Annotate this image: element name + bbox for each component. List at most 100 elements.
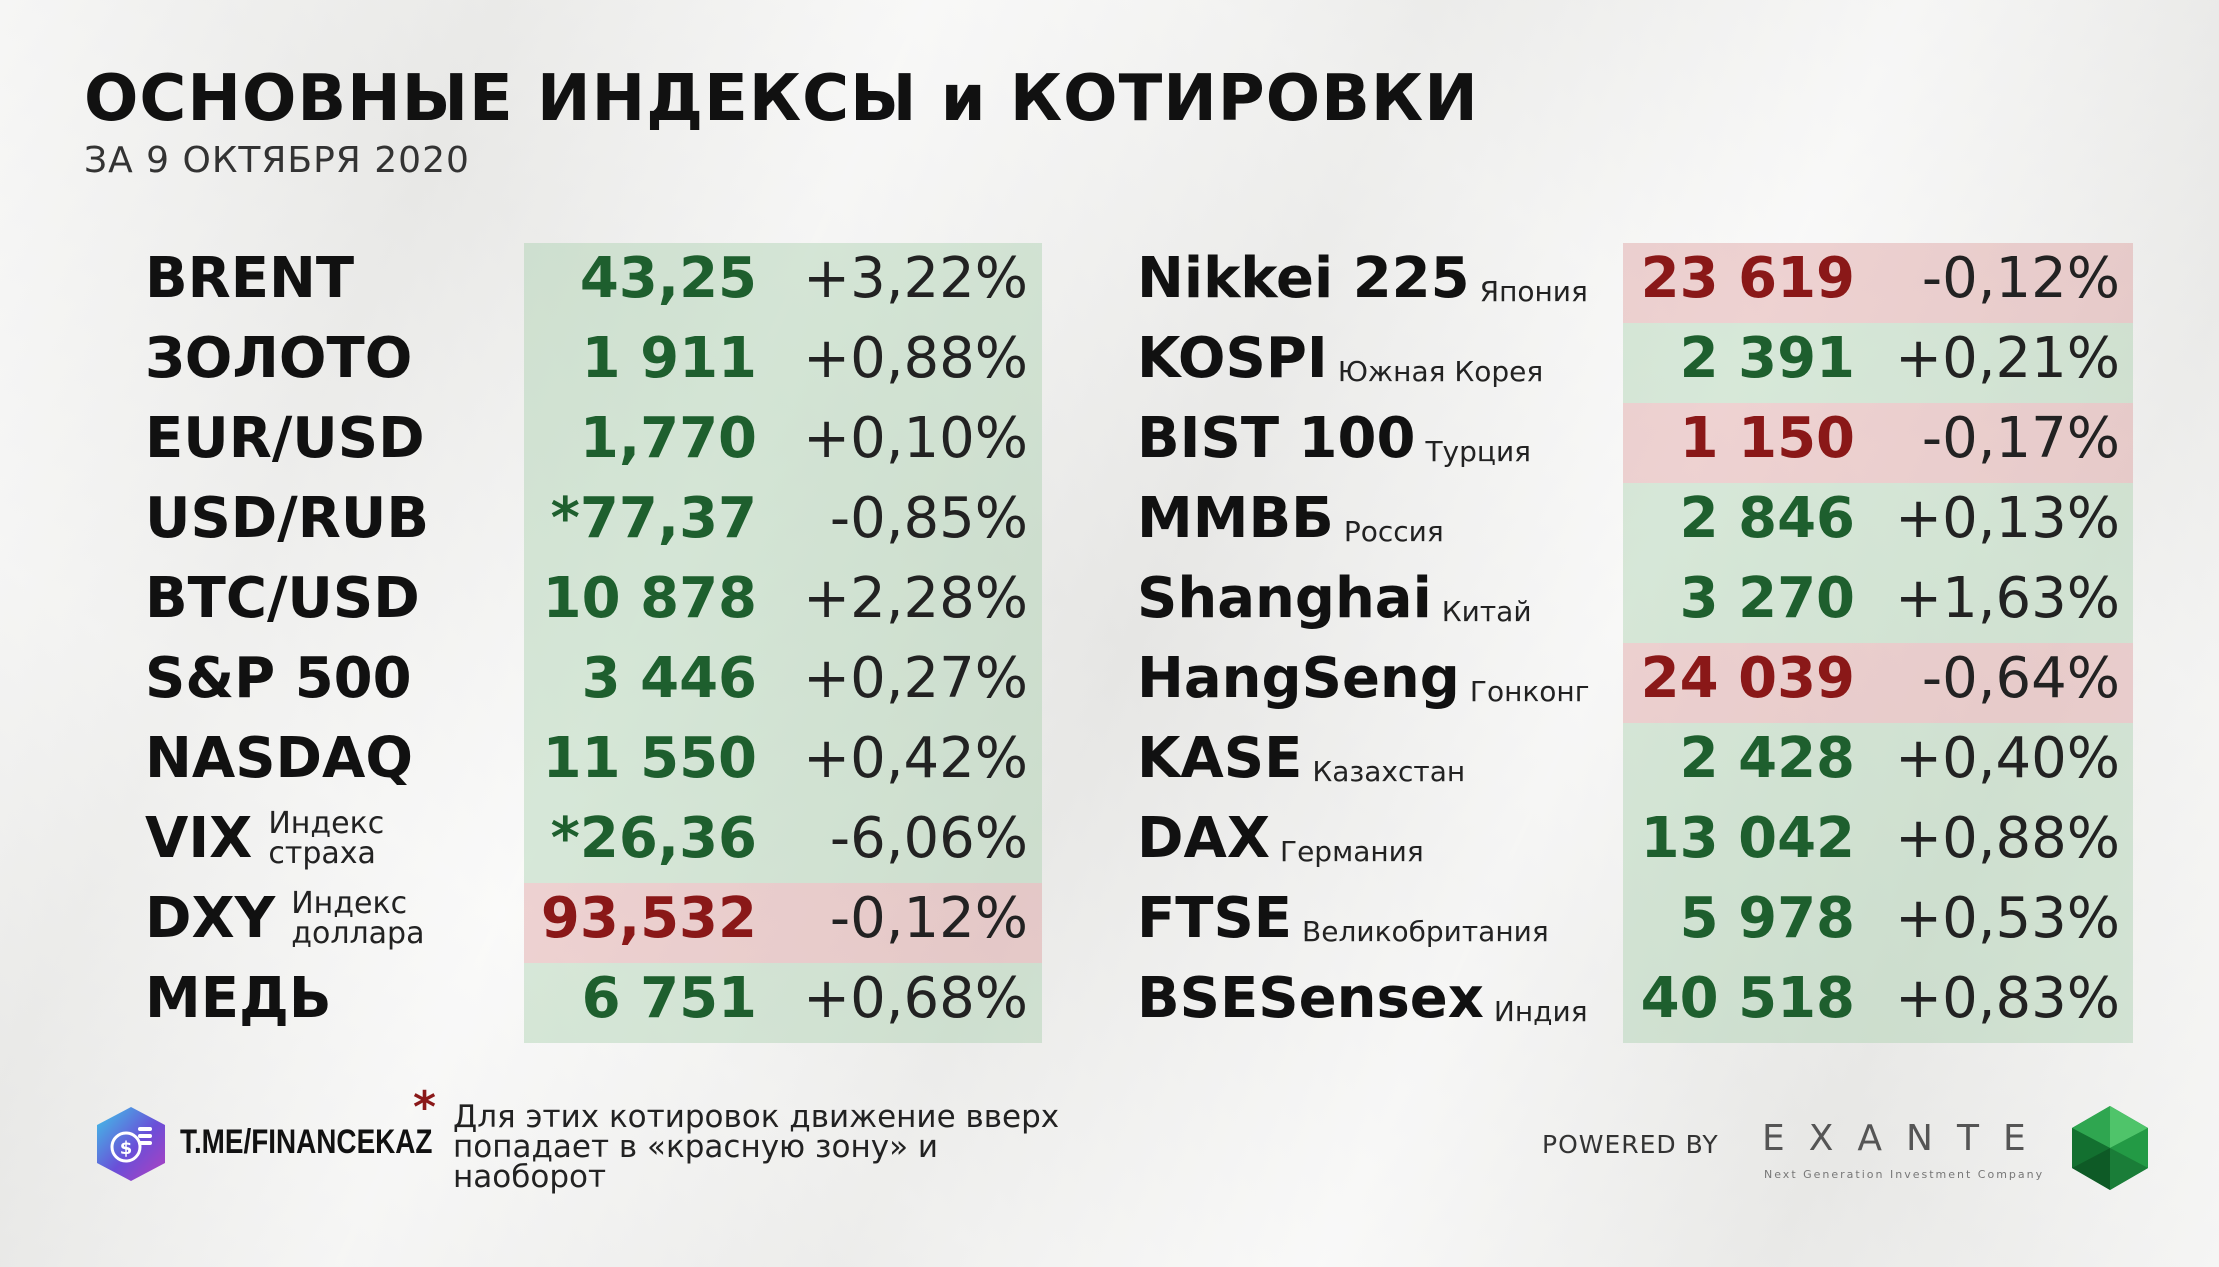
trend-band: [1623, 323, 2133, 403]
quote-row: BTC/USD 10 878 +2,28%: [0, 563, 1100, 643]
trend-band: [1623, 243, 2133, 323]
index-value: 5 978: [1679, 886, 1855, 951]
trend-band: [1623, 963, 2133, 1043]
index-name: Nikkei 225 Япония: [1137, 247, 1588, 324]
quote-change: +0,88%: [803, 326, 1028, 391]
index-country: Великобритания: [1302, 915, 1549, 948]
quote-value: 1 911: [581, 326, 757, 391]
trend-band: [524, 803, 1042, 883]
instrument-note-line: Индекс: [268, 806, 385, 841]
index-name: KASE Казахстан: [1137, 727, 1465, 804]
trend-band: [524, 563, 1042, 643]
quote-value: 93,532: [540, 886, 757, 951]
quote-change: -0,85%: [829, 486, 1028, 551]
index-name: KOSPI Южная Корея: [1137, 327, 1543, 404]
index-value: 23 619: [1640, 246, 1855, 311]
quote-change: -0,12%: [829, 886, 1028, 951]
index-label: Shanghai: [1137, 566, 1432, 631]
instrument-name: USD/RUB: [145, 487, 429, 551]
quote-value: 1,770: [579, 406, 757, 471]
index-value: 40 518: [1640, 966, 1855, 1031]
quote-row: DAX Германия 13 042 +0,88%: [1100, 803, 2219, 883]
instrument-note: Индекс доллара: [291, 889, 424, 949]
index-name: Shanghai Китай: [1137, 567, 1532, 644]
trend-band: [1623, 723, 2133, 803]
right-quotes-table: Nikkei 225 Япония 23 619 -0,12% KOSPI Южная К…: [1100, 243, 2219, 1043]
quote-row: ММВБ Россия 2 846 +0,13%: [1100, 483, 2219, 563]
index-change: -0,12%: [1921, 246, 2120, 311]
instrument-label: USD/RUB: [145, 486, 430, 551]
quote-value: *26,36: [550, 806, 757, 871]
svg-text:$: $: [120, 1138, 133, 1159]
index-country: Гонконг: [1469, 675, 1590, 708]
quote-change: +2,28%: [803, 566, 1028, 631]
index-change: +0,88%: [1895, 806, 2120, 871]
quote-change: -6,06%: [829, 806, 1028, 871]
trend-band: [524, 963, 1042, 1043]
quote-row: USD/RUB *77,37 -0,85%: [0, 483, 1100, 563]
quote-change: +0,68%: [803, 966, 1028, 1031]
telegram-channel-link[interactable]: T.ME/FINANCEKAZ: [180, 1123, 433, 1161]
trend-band: [1623, 403, 2133, 483]
instrument-name: S&P 500: [145, 647, 412, 711]
trend-band: [524, 643, 1042, 723]
quote-value: 6 751: [581, 966, 757, 1031]
index-value: 2 391: [1679, 326, 1855, 391]
quote-row: МЕДЬ 6 751 +0,68%: [0, 963, 1100, 1043]
index-value: 2 428: [1679, 726, 1855, 791]
quote-row: NASDAQ 11 550 +0,42%: [0, 723, 1100, 803]
quote-row: KASE Казахстан 2 428 +0,40%: [1100, 723, 2219, 803]
quote-row: BRENT 43,25 +3,22%: [0, 243, 1100, 323]
instrument-note-line: страха: [268, 836, 376, 871]
quote-row: VIX Индекс страха *26,36 -6,06%: [0, 803, 1100, 883]
index-value: 1 150: [1679, 406, 1855, 471]
instrument-name: NASDAQ: [145, 727, 413, 791]
quote-row: FTSE Великобритания 5 978 +0,53%: [1100, 883, 2219, 963]
quote-value: 10 878: [542, 566, 757, 631]
instrument-label: ЗОЛОТО: [145, 326, 413, 391]
index-name: DAX Германия: [1137, 807, 1424, 884]
index-country: Казахстан: [1312, 755, 1466, 788]
trend-band: [524, 483, 1042, 563]
instrument-label: МЕДЬ: [145, 966, 332, 1031]
quote-row: KOSPI Южная Корея 2 391 +0,21%: [1100, 323, 2219, 403]
instrument-label: EUR/USD: [145, 406, 425, 471]
instrument-label: S&P 500: [145, 646, 412, 711]
index-name: BIST 100 Турция: [1137, 407, 1531, 484]
index-change: -0,64%: [1921, 646, 2120, 711]
page-title: ОСНОВНЫЕ ИНДЕКСЫ и КОТИРОВКИ: [84, 62, 1479, 136]
index-name: BSESensex Индия: [1137, 967, 1588, 1044]
quote-row: BSESensex Индия 40 518 +0,83%: [1100, 963, 2219, 1043]
index-change: +0,40%: [1895, 726, 2120, 791]
left-quotes-table: BRENT 43,25 +3,22% ЗОЛОТО 1 911 +0,88% EUR/USD…: [0, 243, 1100, 1043]
index-country: Турция: [1425, 435, 1531, 468]
quote-row: EUR/USD 1,770 +0,10%: [0, 403, 1100, 483]
index-value: 3 270: [1679, 566, 1855, 631]
quote-value: 43,25: [579, 246, 757, 311]
quote-row: Nikkei 225 Япония 23 619 -0,12%: [1100, 243, 2219, 323]
index-name: HangSeng Гонконг: [1137, 647, 1589, 724]
instrument-name: BTC/USD: [145, 567, 420, 631]
quote-row: S&P 500 3 446 +0,27%: [0, 643, 1100, 723]
instrument-label: VIX: [145, 806, 253, 871]
index-name: FTSE Великобритания: [1137, 887, 1549, 964]
index-label: KOSPI: [1137, 326, 1328, 391]
exante-gem-icon: [2072, 1106, 2148, 1190]
quote-row: Shanghai Китай 3 270 +1,63%: [1100, 563, 2219, 643]
quote-row: DXY Индекс доллара 93,532 -0,12%: [0, 883, 1100, 963]
instrument-label: DXY: [145, 886, 276, 951]
quote-row: ЗОЛОТО 1 911 +0,88%: [0, 323, 1100, 403]
quote-value: 3 446: [581, 646, 757, 711]
page-subtitle: ЗА 9 ОКТЯБРЯ 2020: [84, 140, 470, 181]
quote-change: +0,10%: [803, 406, 1028, 471]
index-label: BSESensex: [1137, 966, 1484, 1031]
index-change: +0,13%: [1895, 486, 2120, 551]
index-label: ММВБ: [1137, 486, 1334, 551]
index-label: FTSE: [1137, 886, 1293, 951]
quote-change: +0,27%: [803, 646, 1028, 711]
index-change: -0,17%: [1921, 406, 2120, 471]
index-value: 2 846: [1679, 486, 1855, 551]
index-name: ММВБ Россия: [1137, 487, 1444, 564]
index-country: Индия: [1493, 995, 1588, 1028]
footnote-text: Для этих котировок движение вверх попада…: [453, 1099, 1060, 1195]
